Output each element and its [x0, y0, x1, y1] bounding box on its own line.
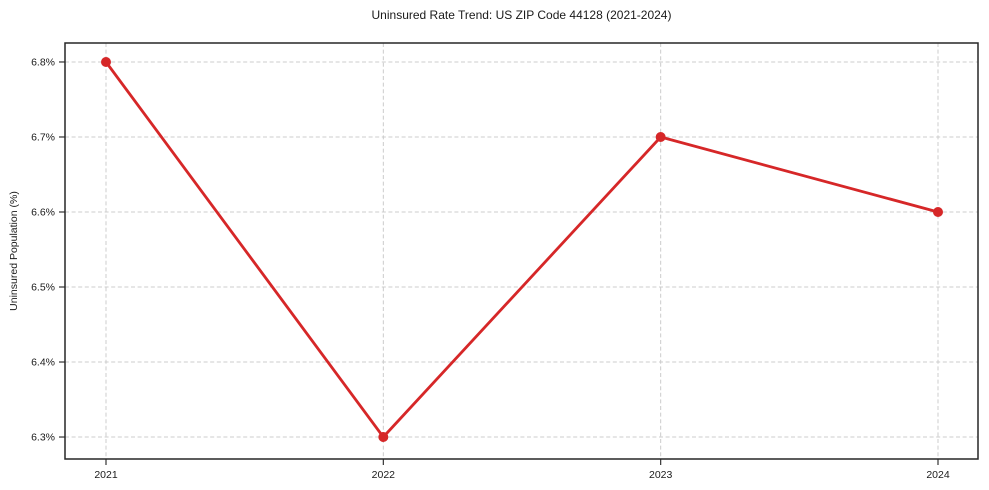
data-point-2023: [655, 131, 666, 142]
data-point-2022: [378, 432, 389, 443]
x-tick-label: 2021: [94, 469, 118, 481]
y-tick-label: 6.8%: [31, 56, 55, 68]
x-tick-label: 2024: [926, 469, 950, 481]
trend-line: [104, 60, 940, 439]
x-tick-label: 2023: [649, 469, 673, 481]
data-point-2021: [101, 56, 111, 67]
plot-border: [64, 42, 979, 460]
y-tick-label: 6.3%: [31, 432, 55, 444]
x-tick-label: 2022: [372, 469, 396, 481]
chart-title: Uninsured Rate Trend: US ZIP Code 44128 …: [371, 8, 672, 22]
y-tick-label: 6.4%: [31, 357, 55, 369]
y-tick-label: 6.5%: [31, 282, 55, 294]
data-point-2024: [933, 206, 943, 217]
y-tick-label: 6.7%: [31, 131, 55, 143]
y-tick-label: 6.6%: [31, 206, 55, 218]
